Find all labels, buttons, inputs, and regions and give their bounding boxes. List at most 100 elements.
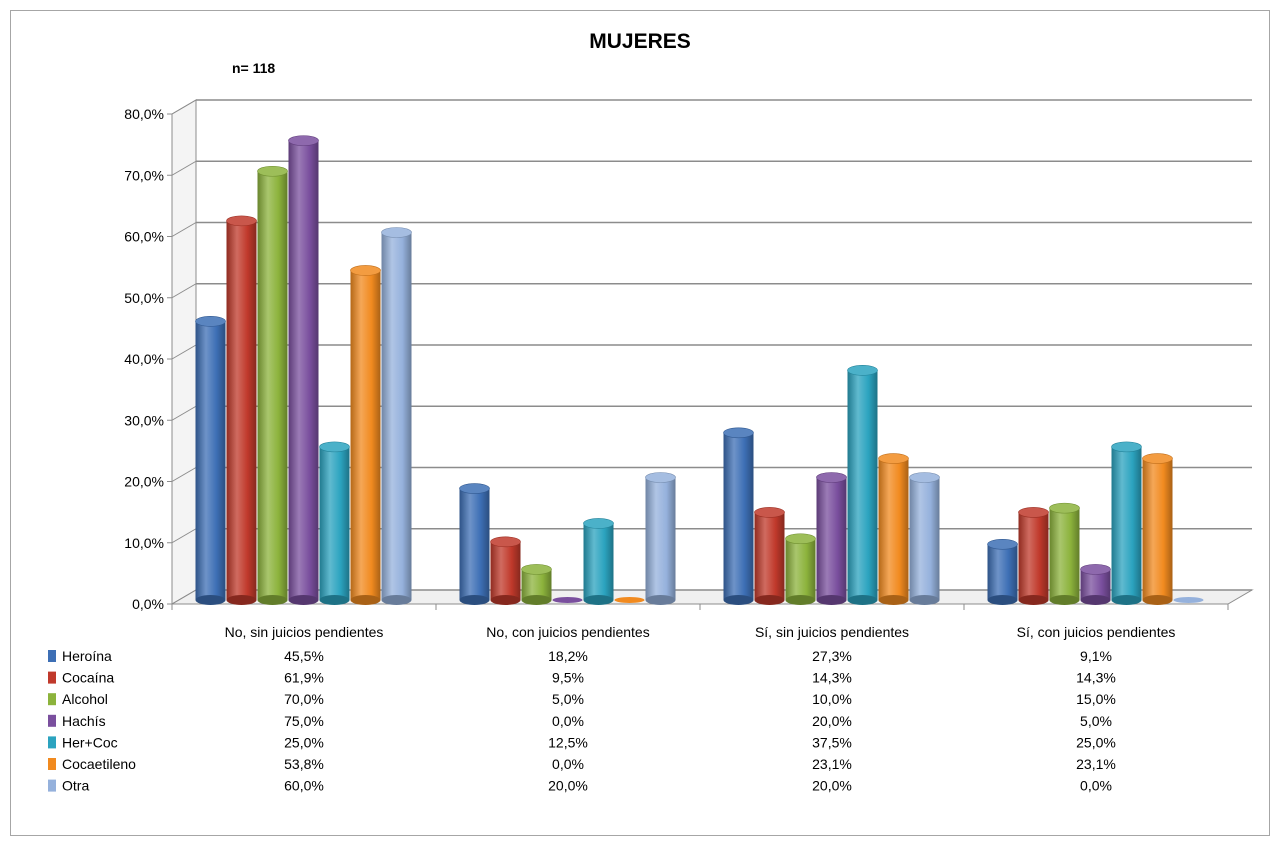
data-label: 0,0% (552, 713, 584, 729)
data-label: 75,0% (284, 713, 324, 729)
y-tick-label: 80,0% (124, 106, 164, 122)
bar-zero (552, 597, 583, 603)
bar-top (723, 427, 754, 439)
category-label: No, con juicios pendientes (486, 624, 649, 640)
bar (723, 432, 754, 600)
bar (350, 270, 381, 600)
bar-top (1018, 507, 1049, 518)
bar-top (381, 227, 412, 238)
bar-top (350, 265, 381, 276)
bar-top (490, 536, 521, 548)
bar-base (1111, 595, 1142, 605)
bar-base (723, 595, 754, 605)
bar-top (288, 135, 319, 146)
bar-base (319, 595, 350, 605)
data-label: 70,0% (284, 691, 324, 707)
data-label: 45,5% (284, 648, 324, 664)
bar (257, 171, 288, 600)
bar-top (816, 472, 847, 483)
bar-top (226, 215, 257, 227)
bar-top (754, 507, 785, 518)
y-tick-label: 50,0% (124, 290, 164, 306)
data-label: 60,0% (284, 778, 324, 794)
bar (785, 538, 816, 600)
bar-base (754, 595, 785, 605)
bar (987, 544, 1018, 600)
data-label: 0,0% (552, 756, 584, 772)
bar-top (319, 441, 350, 453)
y-tick-label: 70,0% (124, 167, 164, 183)
bar-base (490, 595, 521, 605)
data-label: 53,8% (284, 756, 324, 772)
data-label: 9,1% (1080, 648, 1112, 664)
chart-title: MUJERES (589, 30, 691, 53)
legend-swatch (48, 693, 56, 706)
bar (1142, 458, 1173, 600)
bar-base (381, 595, 412, 605)
bar (1049, 508, 1080, 600)
bar-zero (614, 597, 645, 603)
data-label: 23,1% (1076, 756, 1116, 772)
bar-top (987, 538, 1018, 550)
bar (195, 321, 226, 600)
gridline-depth (171, 344, 197, 360)
gridline-depth (171, 160, 197, 176)
bar-base (226, 595, 257, 605)
bar (490, 541, 521, 600)
bar-top (257, 165, 288, 177)
bar-base (350, 595, 381, 605)
bar-base (847, 595, 878, 605)
data-label: 18,2% (548, 648, 588, 664)
category-label: Sí, sin juicios pendientes (755, 624, 909, 640)
bar (754, 512, 785, 600)
bar-base (1080, 595, 1111, 605)
bar-top (1142, 453, 1173, 464)
data-label: 20,0% (548, 778, 588, 794)
bar-top (1111, 441, 1142, 453)
gridline-depth (171, 99, 197, 115)
bar-top (847, 365, 878, 376)
bar-top (195, 316, 226, 327)
bar-base (521, 595, 552, 605)
data-label: 12,5% (548, 734, 588, 750)
bar (381, 232, 412, 600)
bar (1018, 512, 1049, 600)
bar-top (1049, 502, 1080, 514)
gridline-depth (171, 528, 197, 544)
data-label: 23,1% (812, 756, 852, 772)
bar-top (459, 483, 490, 494)
bar-top (785, 533, 816, 545)
y-tick-label: 30,0% (124, 412, 164, 428)
legend-swatch (48, 758, 56, 770)
gridline-depth (171, 589, 197, 605)
legend-swatch (48, 736, 56, 749)
bar (878, 458, 909, 600)
bar (226, 220, 257, 601)
legend-entry: Hachís (62, 713, 106, 729)
legend-entry: Otra (62, 778, 89, 794)
legend-entry: Cocaína (62, 670, 114, 686)
bar-top (909, 472, 940, 483)
legend-swatch (48, 671, 56, 684)
bar (319, 446, 350, 600)
bar-base (785, 595, 816, 605)
data-label: 25,0% (284, 734, 324, 750)
bar (583, 523, 614, 600)
bar-base (1142, 595, 1173, 605)
data-label: 14,3% (1076, 670, 1116, 686)
bar-base (909, 595, 940, 605)
bar-top (1080, 564, 1111, 575)
bar-base (816, 595, 847, 605)
data-label: 0,0% (1080, 778, 1112, 794)
bar-base (257, 595, 288, 605)
data-label: 10,0% (812, 691, 852, 707)
legend-swatch (48, 714, 56, 727)
bar-base (1049, 595, 1080, 605)
bar (1111, 446, 1142, 600)
legend-entry: Her+Coc (62, 734, 118, 750)
legend-swatch (48, 779, 56, 792)
data-label: 9,5% (552, 670, 584, 686)
y-tick-label: 10,0% (124, 535, 164, 551)
category-label: Sí, con juicios pendientes (1017, 624, 1176, 640)
